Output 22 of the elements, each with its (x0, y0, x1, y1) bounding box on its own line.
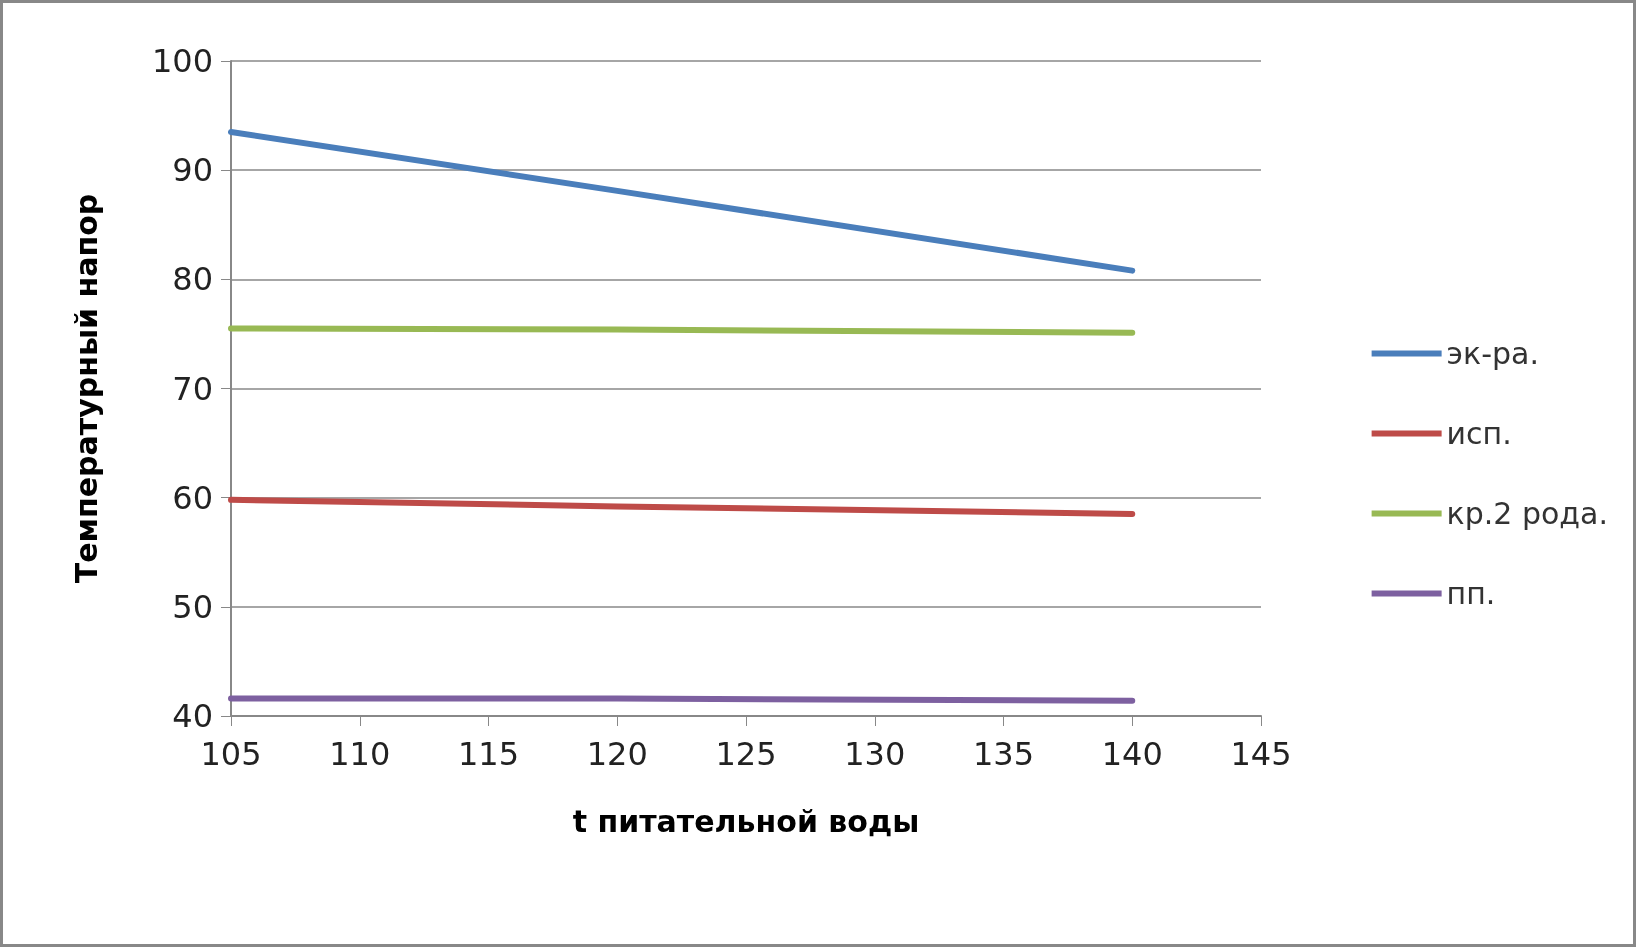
x-tick-label: 130 (844, 735, 906, 773)
y-tick-label: 70 (172, 369, 213, 408)
x-tick-label: 145 (1230, 735, 1292, 773)
x-tick-label: 115 (457, 735, 520, 773)
legend-label: пп. (1446, 576, 1496, 611)
y-tick-label: 60 (172, 478, 213, 517)
legend-label: эк-ра. (1446, 336, 1539, 371)
legend-label: кр.2 рода. (1446, 496, 1609, 531)
x-axis-title: t питательной воды (572, 803, 920, 839)
y-tick-label: 100 (151, 42, 213, 80)
x-tick-label: 110 (329, 735, 391, 773)
x-tick-label: 125 (715, 735, 777, 773)
x-tick-label: 140 (1101, 735, 1163, 773)
y-tick-label: 40 (172, 697, 213, 735)
legend-label: исп. (1446, 416, 1512, 451)
y-tick-label: 50 (172, 587, 213, 626)
y-tick-label: 90 (172, 151, 213, 190)
y-tick-label: 80 (172, 260, 213, 299)
x-tick-label: 120 (586, 735, 648, 773)
x-tick-label: 105 (200, 735, 262, 773)
x-tick-label: 135 (972, 735, 1035, 773)
y-axis-title: Температурный напор (68, 193, 104, 584)
